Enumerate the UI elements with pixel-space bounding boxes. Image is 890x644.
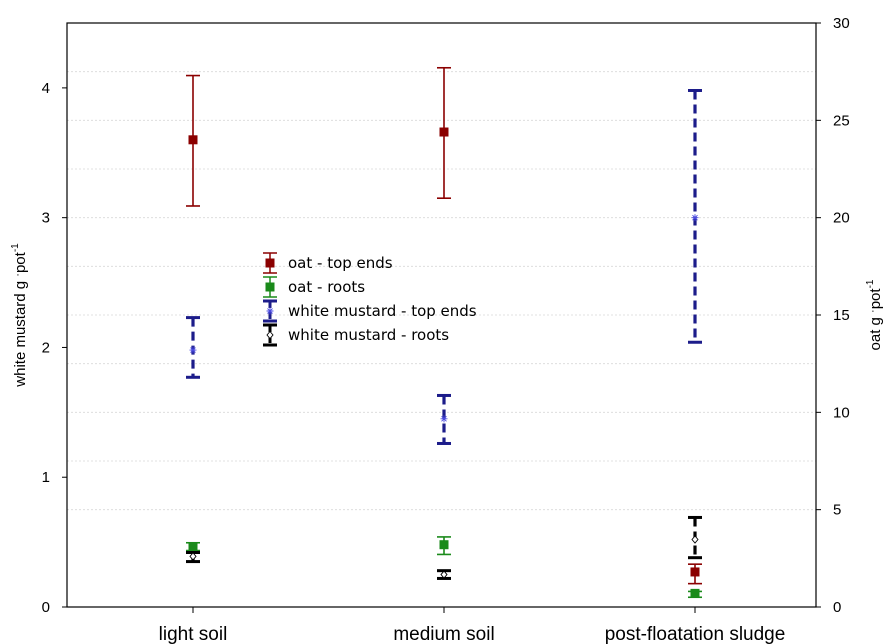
legend-label: white mustard - top ends (288, 302, 477, 320)
left-axis-tick-label: 1 (42, 469, 50, 486)
right-axis-tick-label: 15 (833, 307, 850, 324)
x-axis-tick-label: medium soil (393, 624, 494, 644)
data-point (439, 540, 449, 550)
data-point (690, 567, 700, 577)
legend-label: oat - roots (288, 278, 365, 296)
left-axis-tick-label: 3 (42, 210, 50, 227)
left-axis-tick-label: 2 (42, 339, 50, 356)
data-point (439, 127, 449, 137)
data-point (189, 552, 197, 561)
right-axis-tick-label: 5 (833, 502, 841, 519)
legend-marker (265, 282, 275, 292)
legend-marker (266, 330, 274, 340)
data-point (690, 588, 700, 598)
left-axis: 0 1 2 3 4 (42, 80, 67, 616)
legend-label: oat - top ends (288, 254, 393, 272)
right-axis: 0 5 10 15 20 25 30 (816, 15, 850, 616)
right-axis-title: oat g ·pot-1 (865, 279, 884, 350)
x-axis: light soil medium soil post-floatation slu… (159, 607, 786, 644)
series-1 (186, 66, 702, 585)
right-axis-tick-label: 10 (833, 404, 850, 421)
data-point (188, 135, 198, 145)
series-4 (186, 515, 702, 580)
x-axis-tick-label: light soil (159, 624, 228, 644)
x-axis-tick-label: post-floatation sludge (605, 624, 786, 644)
data-point (440, 570, 448, 579)
legend-marker (265, 258, 275, 268)
legend-marker (266, 307, 274, 315)
legend: oat - top ends oat - roots white mustard -… (263, 252, 477, 347)
data-point (691, 535, 699, 544)
right-axis-tick-label: 0 (833, 599, 841, 616)
data-point (188, 542, 198, 552)
data-marks (186, 66, 702, 599)
data-point (440, 415, 448, 423)
data-point (691, 214, 699, 222)
left-axis-tick-label: 0 (42, 599, 50, 616)
right-axis-tick-label: 30 (833, 15, 850, 32)
series-3 (186, 88, 702, 445)
legend-label: white mustard - roots (288, 326, 449, 344)
right-axis-tick-label: 25 (833, 112, 850, 129)
left-axis-tick-label: 4 (42, 80, 50, 97)
data-point (189, 346, 197, 354)
right-axis-tick-label: 20 (833, 210, 850, 227)
left-axis-title: white mustard g ·pot-1 (10, 243, 29, 388)
series-2 (186, 536, 702, 599)
